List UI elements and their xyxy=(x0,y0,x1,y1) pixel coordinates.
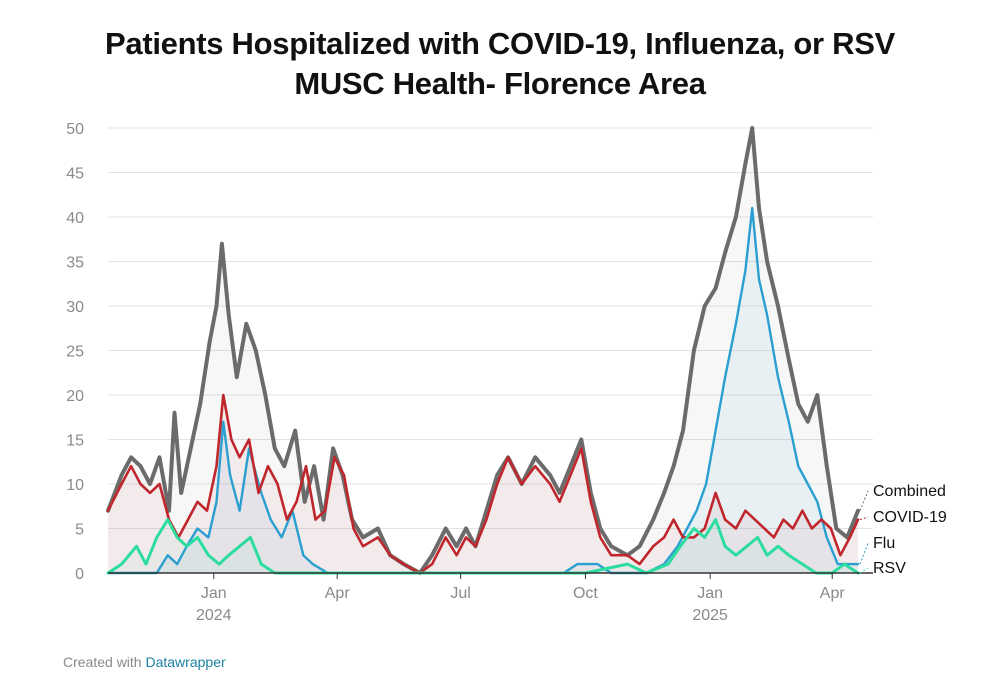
series-area-combined xyxy=(108,128,858,573)
datawrapper-link[interactable]: Datawrapper xyxy=(145,654,226,670)
series-area-flu xyxy=(108,208,858,573)
x-tick-label: Oct xyxy=(573,585,598,602)
y-tick-label: 50 xyxy=(66,121,84,138)
y-tick-label: 30 xyxy=(66,299,84,316)
chart-subtitle: MUSC Health- Florence Area xyxy=(294,66,706,101)
y-tick-label: 20 xyxy=(66,388,84,405)
label-connector xyxy=(859,542,869,565)
label-connector xyxy=(859,490,869,511)
x-tick-label: Apr xyxy=(820,585,846,602)
x-axis: Jan 2024 Apr Jul Oct Jan 2025 Apr xyxy=(108,572,873,624)
chart-title: Patients Hospitalized with COVID-19, Inf… xyxy=(0,24,1000,104)
series-area-rsv xyxy=(108,519,858,573)
series-label-flu: Flu xyxy=(873,535,895,552)
series-line-combined xyxy=(106,126,860,575)
series-areas xyxy=(108,128,858,573)
x-tick-label: Jan xyxy=(201,585,227,602)
x-tick-label: Jan xyxy=(697,585,723,602)
series-area-covid-19 xyxy=(108,395,858,573)
y-tick-label: 35 xyxy=(66,255,84,272)
x-tick-year-label: 2024 xyxy=(196,607,232,624)
y-tick-label: 0 xyxy=(75,566,84,583)
y-tick-label: 45 xyxy=(66,166,84,183)
x-tick-year-label: 2025 xyxy=(692,607,728,624)
y-tick-label: 25 xyxy=(66,344,84,361)
footer-credit: Created with Datawrapper xyxy=(63,654,226,670)
y-tick-label: 5 xyxy=(75,522,84,539)
series-label-rsv: RSV xyxy=(873,560,906,577)
series-label-combined: Combined xyxy=(873,483,946,500)
y-tick-label: 40 xyxy=(66,210,84,227)
label-connector xyxy=(859,516,869,521)
series-line-covid-19 xyxy=(106,393,860,575)
y-axis-labels: 0 5 10 15 20 25 30 35 40 45 50 xyxy=(66,121,84,583)
y-tick-label: 10 xyxy=(66,477,84,494)
series-labels: Combined Flu COVID-19 RSV xyxy=(859,483,947,577)
x-tick-label: Jul xyxy=(450,585,470,602)
label-connector xyxy=(859,567,869,574)
series-label-covid-19: COVID-19 xyxy=(873,509,947,526)
x-tick-label: Apr xyxy=(325,585,351,602)
y-tick-label: 15 xyxy=(66,433,84,450)
footer-prefix: Created with xyxy=(63,654,146,670)
chart-title-line-1: Patients Hospitalized with COVID-19, Inf… xyxy=(105,26,895,61)
